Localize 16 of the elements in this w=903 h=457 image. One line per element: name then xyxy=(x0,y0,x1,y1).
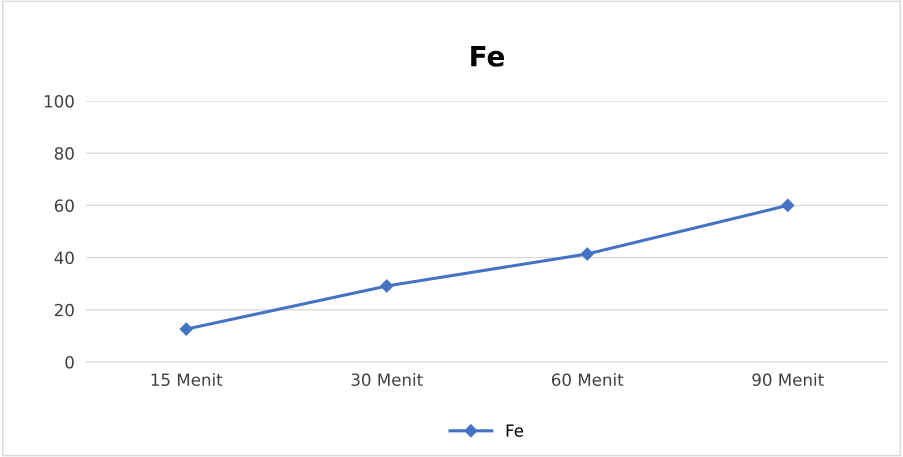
y-tick-label: 100 xyxy=(44,94,74,108)
point xyxy=(580,247,594,261)
y-tick-label: 60 xyxy=(54,199,74,212)
point xyxy=(180,322,193,336)
y-tick-label: 0 xyxy=(65,356,74,369)
x-tick-label: 15 Menit xyxy=(152,373,222,386)
x-tick-label: 60 Menit xyxy=(552,373,624,386)
chart-title: Fe xyxy=(471,46,504,67)
point xyxy=(380,279,394,293)
x-tick-label: 30 Menit xyxy=(352,373,423,386)
y-tick-label: 80 xyxy=(54,147,74,160)
point xyxy=(781,198,794,212)
y-tick-label: 20 xyxy=(54,304,74,316)
x-tick-label: 90 Menit xyxy=(752,373,824,386)
y-tick-label: 40 xyxy=(54,252,74,264)
legend-label: Fe xyxy=(506,424,524,437)
